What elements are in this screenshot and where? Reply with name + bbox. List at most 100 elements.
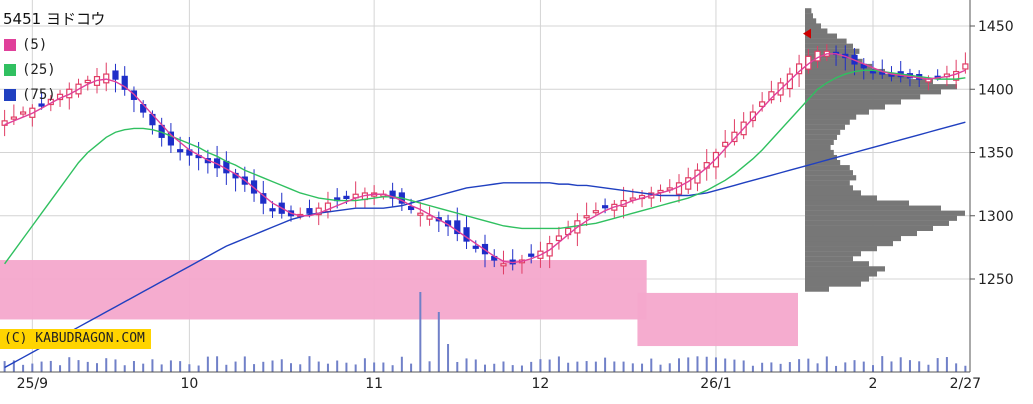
candle-body [962,63,969,70]
profile-bar [805,230,917,237]
volume-bar [557,356,560,372]
volume-bar [345,362,348,372]
volume-bar [465,358,468,372]
volume-bar [290,363,292,372]
profile-bar [805,225,933,231]
profile-bar [805,185,853,191]
volume-bar [437,312,440,372]
volume-bar [659,364,662,372]
volume-bar [714,357,717,372]
volume-bar [40,361,43,372]
candle-body [167,131,175,146]
volume-bar [271,360,274,372]
y-tick-label: 1300 [978,209,1014,225]
volume-bar [206,356,209,372]
volume-bar [336,360,339,372]
candle-body [759,101,766,107]
volume-bar [12,360,15,372]
volume-bar [447,344,450,372]
volume-bar [567,362,570,372]
profile-bar [805,8,812,14]
volume-bar [631,363,634,372]
volume-bar [724,358,727,372]
volume-bar [22,364,25,372]
volume-bar [299,364,302,372]
volume-bar [123,365,126,372]
candle-body [112,70,119,80]
volume-bar [807,358,810,372]
volume-bar [705,356,708,372]
profile-bar [805,28,828,34]
profile-bar [805,68,885,75]
profile-bar [805,104,885,110]
volume-bar [151,359,154,372]
volume-bar [160,364,163,372]
volume-bar [751,365,754,372]
volume-bar [788,362,791,372]
volume-bar [696,356,699,372]
profile-bar [805,53,857,59]
volume-bar [687,357,690,372]
volume-bar [770,362,773,372]
volume-bar [77,360,80,372]
profile-bar [805,119,850,125]
volume-bar [678,358,680,372]
volume-bar [927,364,930,372]
legend-label-ma5: (5) [22,37,48,53]
candle-body [583,215,590,219]
volume-bar [3,361,6,372]
volume-bar [105,358,108,372]
profile-bar [805,235,901,242]
legend-label-ma25: (25) [22,62,56,78]
profile-bar [805,144,831,151]
watermark: (C) KABUDRAGON.COM [0,329,151,349]
candle-body [601,205,609,209]
legend-swatch-ma75 [4,89,16,101]
x-tick-label: 10 [180,376,198,392]
volume-bar [493,363,496,372]
volume-bar [317,361,320,372]
ma75-line [4,121,966,369]
volume-bar [594,361,597,372]
volume-bar [179,361,182,372]
volume-bar [761,362,764,372]
profile-bar [805,23,821,29]
candle-body [555,235,563,242]
volume-bar [225,364,228,372]
volume-bar [96,363,98,372]
volume-bar [243,356,246,372]
profile-bar [805,165,850,171]
volume-bar [576,361,579,372]
volume-bar [326,363,329,372]
volume-bar [825,356,828,372]
candle-body [250,180,258,194]
volume-bar [585,361,588,372]
volume-bar [853,360,856,372]
candle-body [269,208,276,212]
candle-body [426,215,433,220]
volume-bar [262,361,265,372]
zone-1 [637,292,798,347]
candle-body [500,263,507,267]
y-tick-label: 1450 [978,19,1014,35]
profile-bar [805,58,863,65]
candle-body [417,212,424,216]
candle-body [223,160,230,174]
profile-bar [805,281,861,287]
volume-bars [3,292,967,372]
volume-bar [59,365,62,372]
ma25-line [4,69,966,265]
profile-bar [805,286,829,292]
volume-bar [622,361,625,372]
volume-bar [530,361,533,372]
profile-bar [805,246,877,252]
profile-bar [805,43,853,49]
legend-ma75: (75) [4,87,56,103]
volume-bar [779,363,782,372]
volume-bar [918,361,921,372]
volume-bar [391,365,394,372]
profile-bar [805,195,877,201]
volume-bar [862,361,865,372]
profile-bar [805,154,837,161]
